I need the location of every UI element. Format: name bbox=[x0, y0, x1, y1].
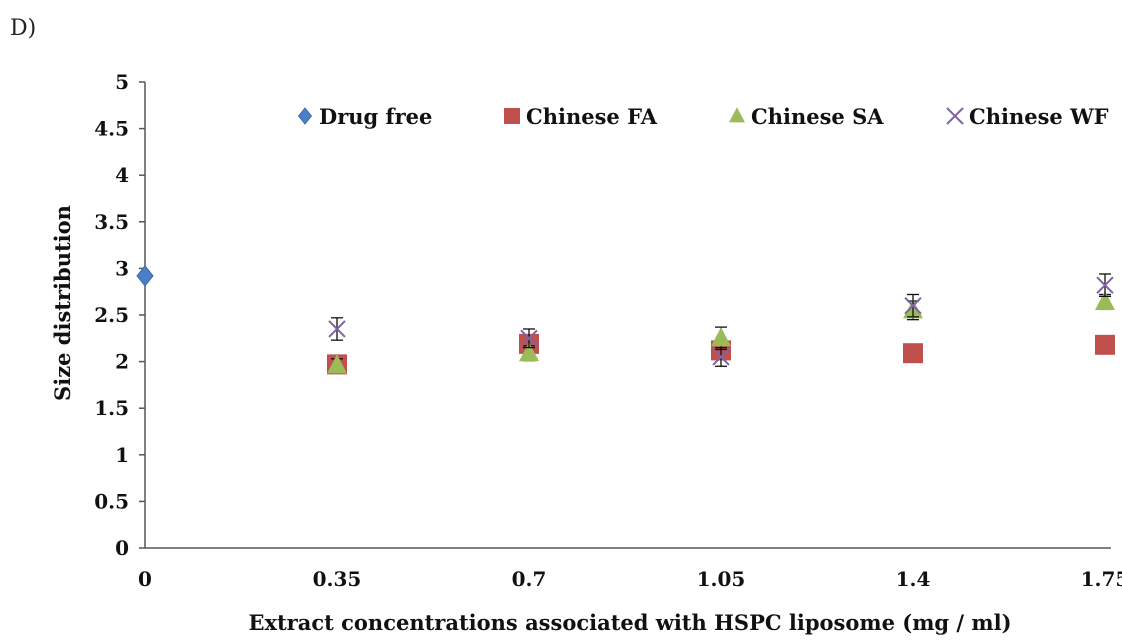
x-tick-label: 0.7 bbox=[512, 567, 547, 591]
x-marker-stroke bbox=[520, 329, 538, 348]
triangle-marker bbox=[729, 107, 745, 123]
triangle-marker bbox=[1095, 290, 1115, 310]
square-marker bbox=[504, 108, 520, 124]
legend-label: Chinese WF bbox=[969, 104, 1109, 129]
x-marker-stroke bbox=[712, 348, 730, 366]
x-ticks: 0 0.35 0.7 1.05 1.4 1.75 bbox=[138, 567, 1122, 591]
y-tick-label: 0.5 bbox=[94, 489, 129, 513]
x-tick-label: 1.4 bbox=[896, 567, 931, 591]
legend-item: Chinese SA bbox=[729, 104, 884, 129]
square-marker bbox=[1095, 334, 1115, 355]
y-ticks: 0 0.5 1 1.5 2 2.5 3 3.5 4 4.5 5 bbox=[94, 70, 145, 560]
x-marker bbox=[904, 296, 922, 315]
x-tick-label: 0 bbox=[138, 567, 152, 591]
y-tick-label: 3.5 bbox=[94, 210, 129, 234]
series-drug-free bbox=[136, 265, 154, 287]
x-tick-label: 1.05 bbox=[697, 567, 746, 591]
y-tick-label: 4 bbox=[115, 163, 129, 187]
square-marker bbox=[903, 343, 923, 364]
diamond-marker bbox=[136, 265, 154, 287]
y-axis-label: Size distribution bbox=[50, 205, 75, 401]
x-marker bbox=[712, 348, 730, 366]
y-tick-label: 4.5 bbox=[94, 117, 129, 141]
x-marker bbox=[328, 320, 346, 338]
legend-label: Chinese SA bbox=[751, 104, 884, 129]
series-chinese-wf bbox=[328, 273, 1114, 367]
y-tick-label: 3 bbox=[115, 256, 129, 280]
y-tick-label: 0 bbox=[115, 536, 129, 560]
data-marks bbox=[136, 265, 1115, 375]
triangle-marker bbox=[711, 327, 731, 347]
y-tick-label: 5 bbox=[115, 70, 129, 94]
legend-label: Chinese FA bbox=[526, 104, 658, 129]
legend-item: Drug free bbox=[297, 104, 432, 129]
legend-item: Chinese FA bbox=[504, 104, 658, 129]
y-tick-label: 2 bbox=[115, 350, 129, 374]
x-tick-label: 0.35 bbox=[313, 567, 362, 591]
y-tick-label: 2.5 bbox=[94, 303, 129, 327]
triangle-marker bbox=[519, 342, 539, 362]
y-tick-label: 1.5 bbox=[94, 396, 129, 420]
legend-item: Chinese WF bbox=[946, 104, 1109, 129]
x-axis-label: Extract concentrations associated with H… bbox=[248, 610, 1011, 635]
x-marker bbox=[946, 107, 964, 125]
y-tick-label: 1 bbox=[115, 443, 129, 467]
triangle-marker bbox=[327, 354, 347, 374]
x-marker-stroke bbox=[946, 107, 964, 125]
x-marker-stroke bbox=[1096, 276, 1114, 294]
x-tick-label: 1.75 bbox=[1081, 567, 1122, 591]
x-marker-stroke bbox=[328, 320, 346, 338]
panel-label: D) bbox=[10, 16, 37, 41]
x-marker-stroke bbox=[904, 296, 922, 315]
legend-label: Drug free bbox=[319, 104, 432, 129]
series-chinese-sa bbox=[327, 290, 1115, 374]
legend: Drug free Chinese FA Chinese SA Chinese WF bbox=[297, 104, 1109, 129]
x-marker bbox=[520, 329, 538, 348]
diamond-marker bbox=[297, 107, 313, 125]
axes bbox=[144, 82, 1111, 549]
x-marker bbox=[1096, 276, 1114, 294]
